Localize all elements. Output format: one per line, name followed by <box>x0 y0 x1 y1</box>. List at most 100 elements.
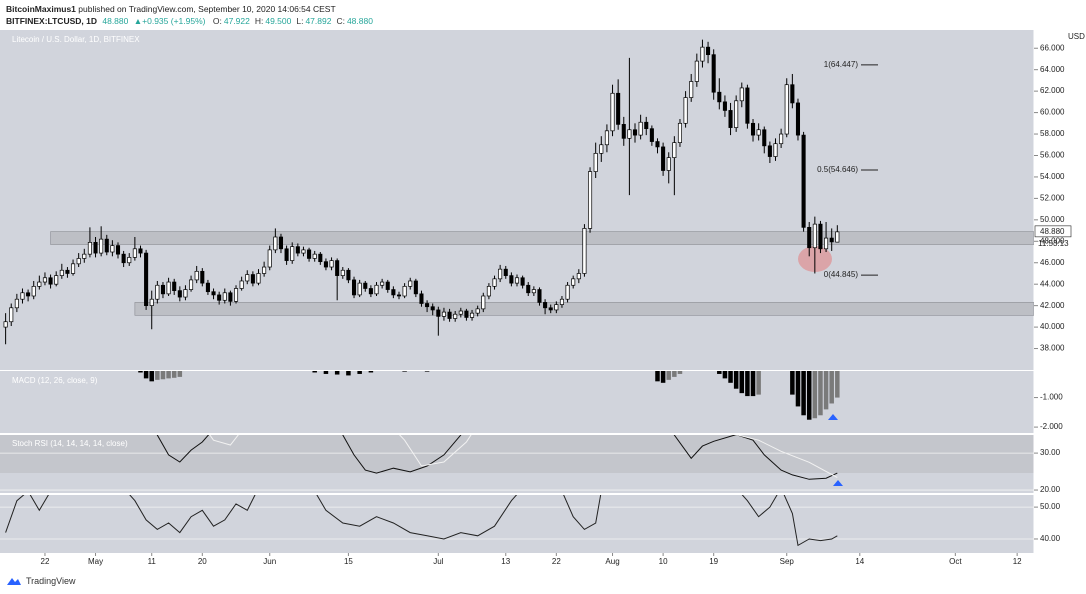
y-tick-label: 40.00 <box>1040 534 1061 543</box>
candle-body <box>677 122 683 143</box>
y-tick-label: 58.000 <box>1040 129 1065 138</box>
candle-body <box>655 141 660 148</box>
candle-body <box>779 133 784 145</box>
candle-body <box>599 144 604 154</box>
histogram-bar <box>402 371 407 372</box>
pane-plot <box>138 371 840 420</box>
y-tick-label: -2.000 <box>1040 422 1063 431</box>
candle-body <box>627 129 632 139</box>
candle-body <box>649 128 654 142</box>
candle-body <box>734 100 739 128</box>
candle-body <box>177 290 182 298</box>
published: published on TradingView.com, September … <box>78 4 336 14</box>
candle-body <box>132 248 137 258</box>
histogram-bar <box>812 371 818 419</box>
histogram-bar <box>334 371 340 375</box>
candle-body <box>363 282 368 289</box>
y-tick-label: 44.000 <box>1040 279 1065 288</box>
candle-body <box>65 269 70 274</box>
candle-body <box>481 295 486 310</box>
candle-body <box>672 142 677 158</box>
candle-body <box>458 310 463 315</box>
price-title: Litecoin / U.S. Dollar, 1D, BITFINEX <box>12 35 140 44</box>
x-tick-label: Aug <box>605 557 619 566</box>
footer: TradingView <box>6 576 76 586</box>
histogram-bar <box>149 371 154 382</box>
stoch-band <box>0 435 1034 473</box>
histogram-bar <box>672 371 677 377</box>
histogram-bar <box>346 371 351 376</box>
candle-body <box>380 281 385 286</box>
ohlc-key: O: <box>212 16 222 26</box>
last: 48.880 <box>102 16 129 26</box>
candle-body <box>340 269 345 276</box>
y-tick-label: 40.000 <box>1040 322 1065 331</box>
candle-body <box>486 285 491 297</box>
histogram-bar <box>739 371 745 394</box>
histogram-bar <box>750 371 756 397</box>
candle-body <box>42 277 47 283</box>
candle-body <box>571 278 576 286</box>
candle-body <box>278 236 284 250</box>
ohlc-value: 47.892 <box>305 16 332 26</box>
x-tick-label: May <box>88 557 103 566</box>
pane-plot <box>0 495 1034 547</box>
candle-body <box>773 143 778 157</box>
ohlc-value: 47.922 <box>223 16 250 26</box>
symbol-line: BITFINEX:LTCUSD, 1D 48.880 ▲+0.935 (+1.9… <box>6 15 373 27</box>
y-tick-label: 20.00 <box>1040 485 1061 494</box>
candle-body <box>20 292 25 300</box>
candle-body <box>503 268 508 276</box>
candle-body <box>756 129 761 136</box>
candle-body <box>115 245 121 255</box>
histogram-bar <box>801 371 806 416</box>
candle-body <box>425 303 430 308</box>
candle-body <box>335 260 340 276</box>
last-price-label: 48.880 <box>1040 227 1065 236</box>
candle-body <box>818 223 823 250</box>
candle-body <box>149 298 154 306</box>
candle-body <box>14 298 19 309</box>
ohlc-key: L: <box>296 16 304 26</box>
candle-body <box>205 282 210 293</box>
last-price-box <box>1034 225 1072 238</box>
candle-body <box>402 285 407 297</box>
y-tick-label: 56.000 <box>1040 151 1065 160</box>
y-tick-label: 66.000 <box>1040 43 1065 52</box>
candle-body <box>576 273 581 280</box>
x-tick-label: Jul <box>433 557 443 566</box>
candle-body <box>604 130 609 146</box>
candle-body <box>31 285 36 297</box>
candle-body <box>661 146 666 171</box>
candle-body <box>172 281 177 291</box>
candle-body <box>784 84 789 135</box>
candle-body <box>245 274 250 282</box>
ohlc-value: 49.500 <box>265 16 292 26</box>
x-tick-label: Oct <box>949 557 962 566</box>
candle-body <box>104 238 109 253</box>
histogram-bar <box>733 371 739 389</box>
y-tick-label: 38.000 <box>1040 344 1065 353</box>
candle-body <box>413 280 418 295</box>
candle-body <box>548 307 553 311</box>
candle-body <box>722 101 727 111</box>
x-tick-label: 14 <box>855 557 864 566</box>
histogram-bar <box>717 371 722 374</box>
candle-body <box>728 110 733 128</box>
candle-body <box>267 249 272 268</box>
y-tick-label: -1.000 <box>1040 393 1063 402</box>
histogram-bar <box>155 371 160 380</box>
candle-body <box>565 284 570 300</box>
ohlc-key: H: <box>254 16 264 26</box>
candle-body <box>48 277 53 285</box>
candle-body <box>700 46 705 62</box>
indicator-line <box>156 435 838 480</box>
candle-body <box>273 236 278 251</box>
candle-body <box>82 253 87 259</box>
up-arrow: ▲ <box>133 16 143 26</box>
candle-body <box>217 294 222 301</box>
y-tick-label: 64.000 <box>1040 65 1065 74</box>
candle-body <box>329 260 334 268</box>
x-tick-label: 15 <box>344 557 353 566</box>
